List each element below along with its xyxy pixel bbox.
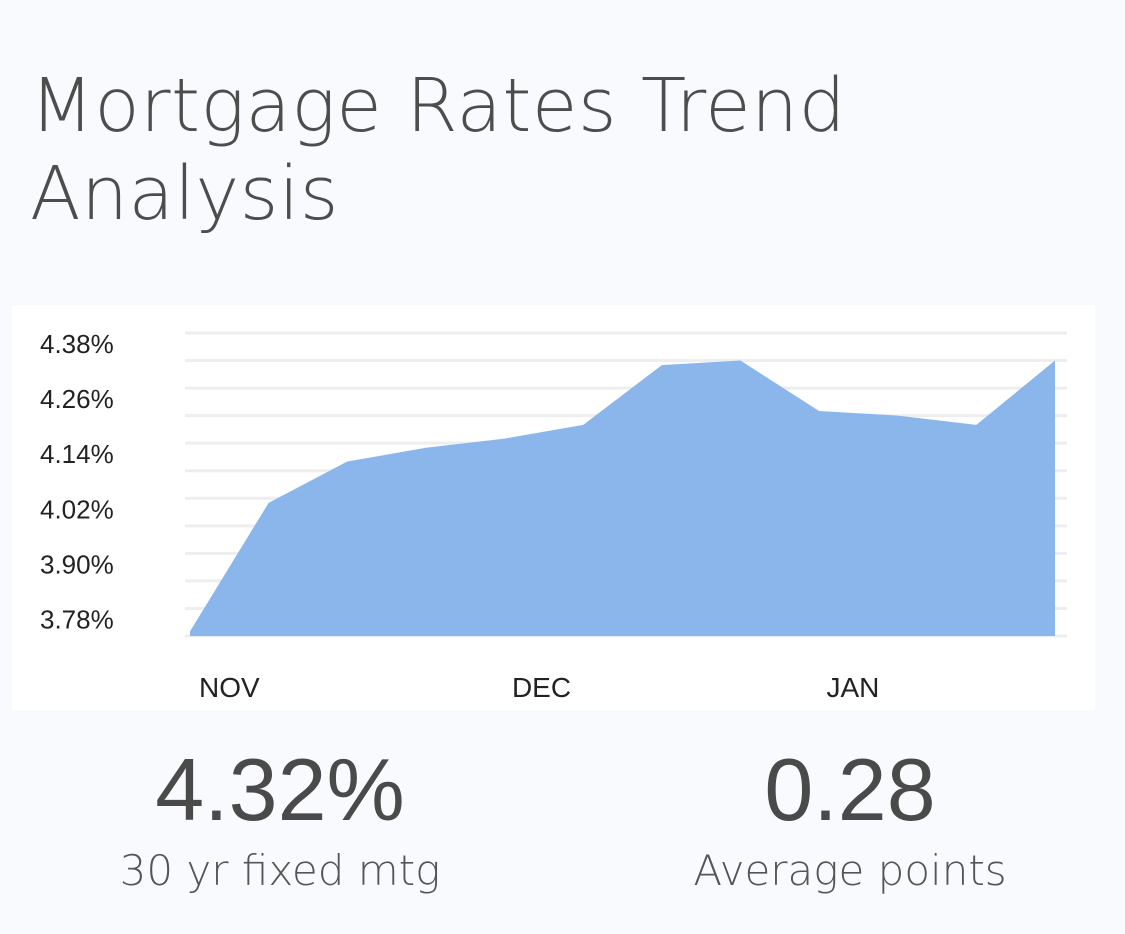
y-tick-label: 4.38% [40,329,114,359]
stat-points: 0.28 Average points [640,740,1060,895]
x-tick-label: DEC [512,672,571,703]
chart-panel: 4.38% 4.26% 4.14% 4.02% 3.90% 3.78% NOV DEC JAN [12,305,1095,710]
stat-rate: 4.32% 30 yr fixed mtg [70,740,490,895]
y-tick-label: 4.26% [40,384,114,414]
y-tick-label: 4.14% [40,439,114,469]
stat-rate-label: 30 yr fixed mtg [119,846,441,895]
page-title: Mortgage Rates Trend Analysis [30,63,847,237]
area-chart: 4.38% 4.26% 4.14% 4.02% 3.90% 3.78% NOV DEC JAN [40,329,1067,703]
x-tick-label: JAN [826,672,879,703]
y-tick-label: 3.78% [40,604,114,634]
stat-rate-value: 4.32% [155,740,405,839]
y-tick-label: 4.02% [40,494,114,524]
stat-points-value: 0.28 [764,740,936,839]
stat-points-label: Average points [693,846,1007,895]
y-tick-label: 3.90% [40,549,114,579]
area-series [190,360,1055,636]
x-tick-label: NOV [199,672,260,703]
